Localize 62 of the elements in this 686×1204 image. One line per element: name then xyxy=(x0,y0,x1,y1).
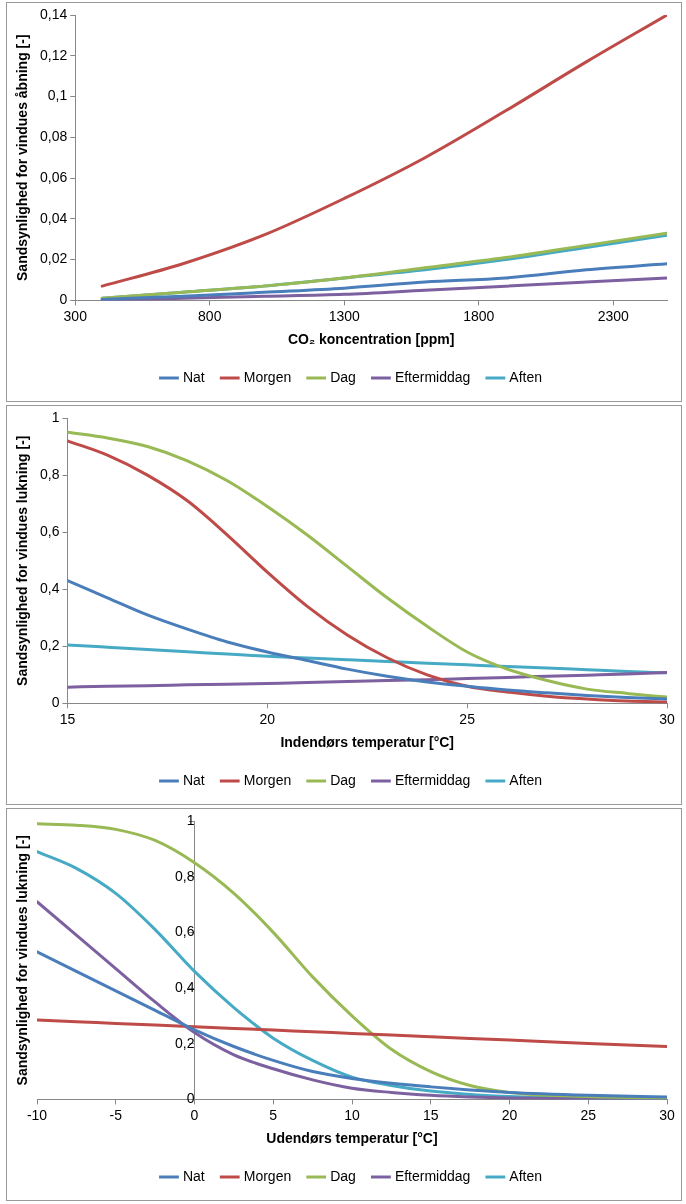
x-tick-label: 25 xyxy=(580,1106,597,1123)
x-tick-label: 30 xyxy=(659,710,675,727)
x-tick-label: 15 xyxy=(422,1106,439,1123)
y-tick-label: 0,1 xyxy=(47,87,68,104)
y-tick-label: 0 xyxy=(59,291,68,308)
x-tick-label: 1800 xyxy=(463,307,495,324)
x-tick-label: 15 xyxy=(59,710,76,727)
legend-label: Nat xyxy=(182,771,205,788)
legend-label: Aften xyxy=(509,1167,543,1184)
line-series xyxy=(100,262,667,301)
x-axis-title: CO₂ koncentration [ppm] xyxy=(287,331,455,348)
y-tick-label: 0,8 xyxy=(175,867,195,884)
y-tick-label: 0,6 xyxy=(175,923,195,940)
legend-label: Aften xyxy=(509,368,543,385)
y-tick-label: 0,2 xyxy=(175,1034,195,1051)
x-tick-label: 800 xyxy=(198,307,222,324)
y-tick-label: 0,2 xyxy=(39,637,60,654)
x-axis-title: Udendørs temperatur [°C] xyxy=(266,1130,438,1147)
legend-label: Eftermiddag xyxy=(394,1167,471,1184)
legend-label: Morgen xyxy=(243,771,292,788)
legend-label: Eftermiddag xyxy=(394,368,471,385)
y-tick-label: 0,06 xyxy=(40,168,68,185)
x-axis-title: Indendørs temperatur [°C] xyxy=(280,734,455,751)
y-tick-label: 1 xyxy=(51,408,60,425)
legend-label: Dag xyxy=(330,771,356,788)
y-tick-label: 0,6 xyxy=(39,523,60,540)
legend-label: Dag xyxy=(330,368,356,385)
y-tick-label: 0,4 xyxy=(39,580,60,597)
line-series xyxy=(67,671,667,689)
y-tick-label: 0,08 xyxy=(40,128,68,145)
y-axis-title: Sandsynlighed for vindues lukning [-] xyxy=(13,435,30,686)
x-tick-label: 5 xyxy=(269,1106,278,1123)
x-tick-label: -5 xyxy=(109,1106,123,1123)
y-axis-title: Sandsynlighed for vindues lukning [-] xyxy=(13,834,30,1086)
x-tick-label: 30 xyxy=(659,1106,675,1123)
y-tick-label: 0,4 xyxy=(175,978,195,995)
x-tick-label: 20 xyxy=(501,1106,518,1123)
x-tick-label: -10 xyxy=(26,1106,48,1123)
y-tick-label: 0,14 xyxy=(40,5,68,22)
x-tick-label: 25 xyxy=(459,710,476,727)
y-tick-label: 0,04 xyxy=(40,209,68,226)
y-tick-label: 0,02 xyxy=(40,250,68,267)
x-tick-label: 1300 xyxy=(328,307,361,324)
x-tick-label: 10 xyxy=(344,1106,360,1123)
x-tick-label: 2300 xyxy=(597,307,629,324)
y-tick-label: 0,12 xyxy=(40,46,68,63)
legend-label: Eftermiddag xyxy=(394,771,471,788)
y-tick-label: 0,8 xyxy=(39,465,60,482)
legend-label: Morgen xyxy=(243,1167,292,1184)
y-axis-title: Sandsynlighed for vindues åbning [-] xyxy=(13,34,30,281)
x-tick-label: 300 xyxy=(63,307,88,324)
legend-label: Dag xyxy=(330,1167,356,1184)
x-tick-label: 20 xyxy=(259,710,276,727)
legend-label: Aften xyxy=(509,771,543,788)
line-series xyxy=(100,15,667,288)
y-tick-label: 0 xyxy=(51,694,60,711)
legend-label: Nat xyxy=(182,1167,205,1184)
y-tick-label: 1 xyxy=(186,811,195,828)
legend-label: Nat xyxy=(182,368,205,385)
legend-label: Morgen xyxy=(243,368,292,385)
y-tick-label: 0 xyxy=(186,1090,195,1107)
line-series xyxy=(37,1018,667,1048)
